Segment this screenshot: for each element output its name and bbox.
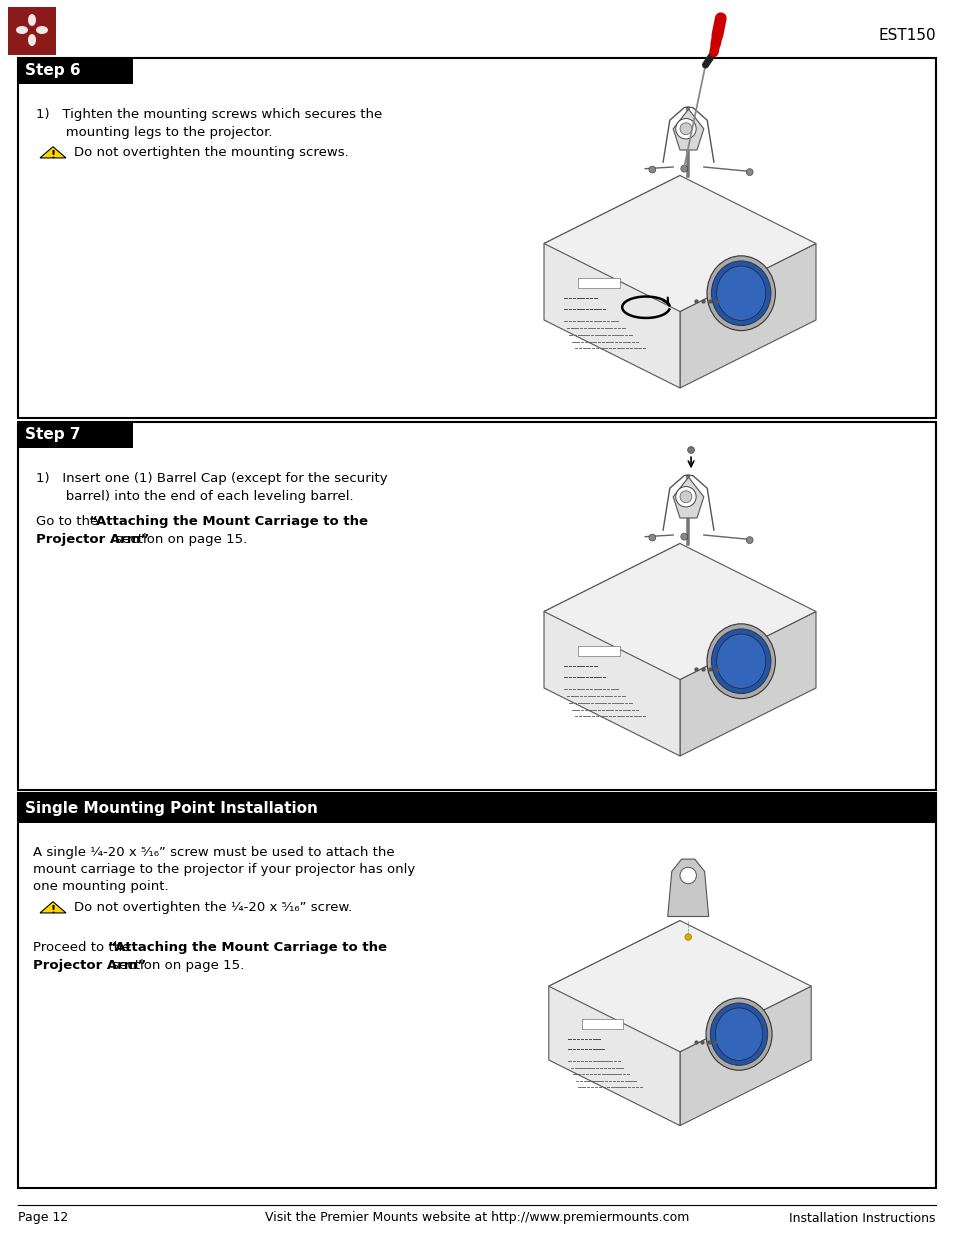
Text: one mounting point.: one mounting point. — [33, 881, 169, 893]
Text: section on page 15.: section on page 15. — [111, 534, 247, 546]
Polygon shape — [667, 860, 708, 916]
Text: 1)   Insert one (1) Barrel Cap (except for the security: 1) Insert one (1) Barrel Cap (except for… — [36, 472, 387, 485]
Bar — [8, 7, 56, 56]
Bar — [18, 422, 935, 790]
Circle shape — [687, 447, 694, 453]
Text: “Attaching the Mount Carriage to the: “Attaching the Mount Carriage to the — [108, 941, 387, 953]
Text: Step 6: Step 6 — [25, 63, 81, 79]
Text: “Attaching the Mount Carriage to the: “Attaching the Mount Carriage to the — [89, 515, 368, 529]
Text: section on page 15.: section on page 15. — [108, 960, 244, 972]
Ellipse shape — [716, 634, 765, 688]
Polygon shape — [40, 147, 66, 158]
Text: Installation Instructions: Installation Instructions — [789, 1212, 935, 1224]
Circle shape — [675, 119, 696, 140]
Ellipse shape — [711, 629, 770, 694]
Text: Proceed to the: Proceed to the — [33, 941, 134, 953]
Text: Projector Arm”: Projector Arm” — [36, 534, 149, 546]
Circle shape — [648, 535, 655, 541]
Ellipse shape — [16, 26, 28, 35]
Polygon shape — [679, 611, 815, 756]
Text: 1)   Tighten the mounting screws which secures the: 1) Tighten the mounting screws which sec… — [36, 107, 382, 121]
Polygon shape — [679, 243, 815, 388]
Circle shape — [745, 537, 752, 543]
Polygon shape — [543, 175, 815, 311]
Circle shape — [679, 490, 691, 503]
Bar — [18, 793, 935, 823]
Circle shape — [679, 867, 696, 884]
Text: Go to the: Go to the — [36, 515, 102, 529]
Ellipse shape — [706, 624, 775, 699]
Polygon shape — [679, 987, 810, 1125]
Bar — [581, 1019, 622, 1029]
Text: Single Mounting Point Installation: Single Mounting Point Installation — [25, 800, 317, 815]
Text: Projector Arm”: Projector Arm” — [33, 960, 146, 972]
Bar — [18, 58, 935, 417]
Polygon shape — [673, 109, 703, 149]
Polygon shape — [548, 920, 679, 1125]
Ellipse shape — [716, 266, 765, 320]
Text: Step 7: Step 7 — [25, 427, 80, 442]
Bar — [578, 278, 619, 288]
Text: mount carriage to the projector if your projector has only: mount carriage to the projector if your … — [33, 863, 415, 876]
Text: !: ! — [51, 149, 55, 159]
Text: barrel) into the end of each leveling barrel.: barrel) into the end of each leveling ba… — [36, 490, 354, 503]
Bar — [18, 793, 935, 1188]
Text: A single ¼-20 x ⁵⁄₁₆” screw must be used to attach the: A single ¼-20 x ⁵⁄₁₆” screw must be used… — [33, 846, 395, 860]
Bar — [18, 422, 132, 448]
Text: Do not overtighten the ¼-20 x ⁵⁄₁₆” screw.: Do not overtighten the ¼-20 x ⁵⁄₁₆” scre… — [74, 902, 352, 914]
Ellipse shape — [710, 1003, 767, 1066]
Circle shape — [745, 169, 752, 175]
Circle shape — [680, 165, 687, 172]
Circle shape — [679, 122, 691, 135]
Circle shape — [648, 167, 655, 173]
Text: mounting legs to the projector.: mounting legs to the projector. — [36, 126, 273, 140]
Text: !: ! — [51, 904, 55, 915]
Text: EST150: EST150 — [878, 27, 935, 42]
Polygon shape — [673, 477, 703, 517]
Circle shape — [680, 534, 687, 540]
Ellipse shape — [28, 14, 36, 26]
Bar — [18, 58, 132, 84]
Polygon shape — [543, 543, 679, 756]
Polygon shape — [548, 920, 810, 1052]
Text: Page 12: Page 12 — [18, 1212, 69, 1224]
Ellipse shape — [711, 261, 770, 326]
Bar — [578, 646, 619, 656]
Polygon shape — [543, 543, 815, 679]
Ellipse shape — [705, 998, 771, 1071]
Polygon shape — [40, 902, 66, 913]
Circle shape — [684, 934, 691, 940]
Ellipse shape — [36, 26, 48, 35]
Text: Do not overtighten the mounting screws.: Do not overtighten the mounting screws. — [74, 146, 349, 159]
Polygon shape — [543, 175, 679, 388]
Circle shape — [675, 487, 696, 506]
Ellipse shape — [715, 1008, 761, 1061]
Ellipse shape — [28, 35, 36, 46]
Text: Visit the Premier Mounts website at http://www.premiermounts.com: Visit the Premier Mounts website at http… — [265, 1212, 688, 1224]
Ellipse shape — [706, 256, 775, 331]
